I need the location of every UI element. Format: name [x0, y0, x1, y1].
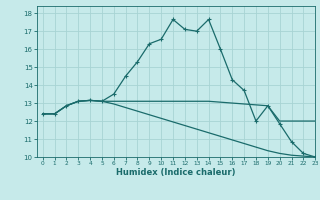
X-axis label: Humidex (Indice chaleur): Humidex (Indice chaleur)	[116, 168, 236, 177]
